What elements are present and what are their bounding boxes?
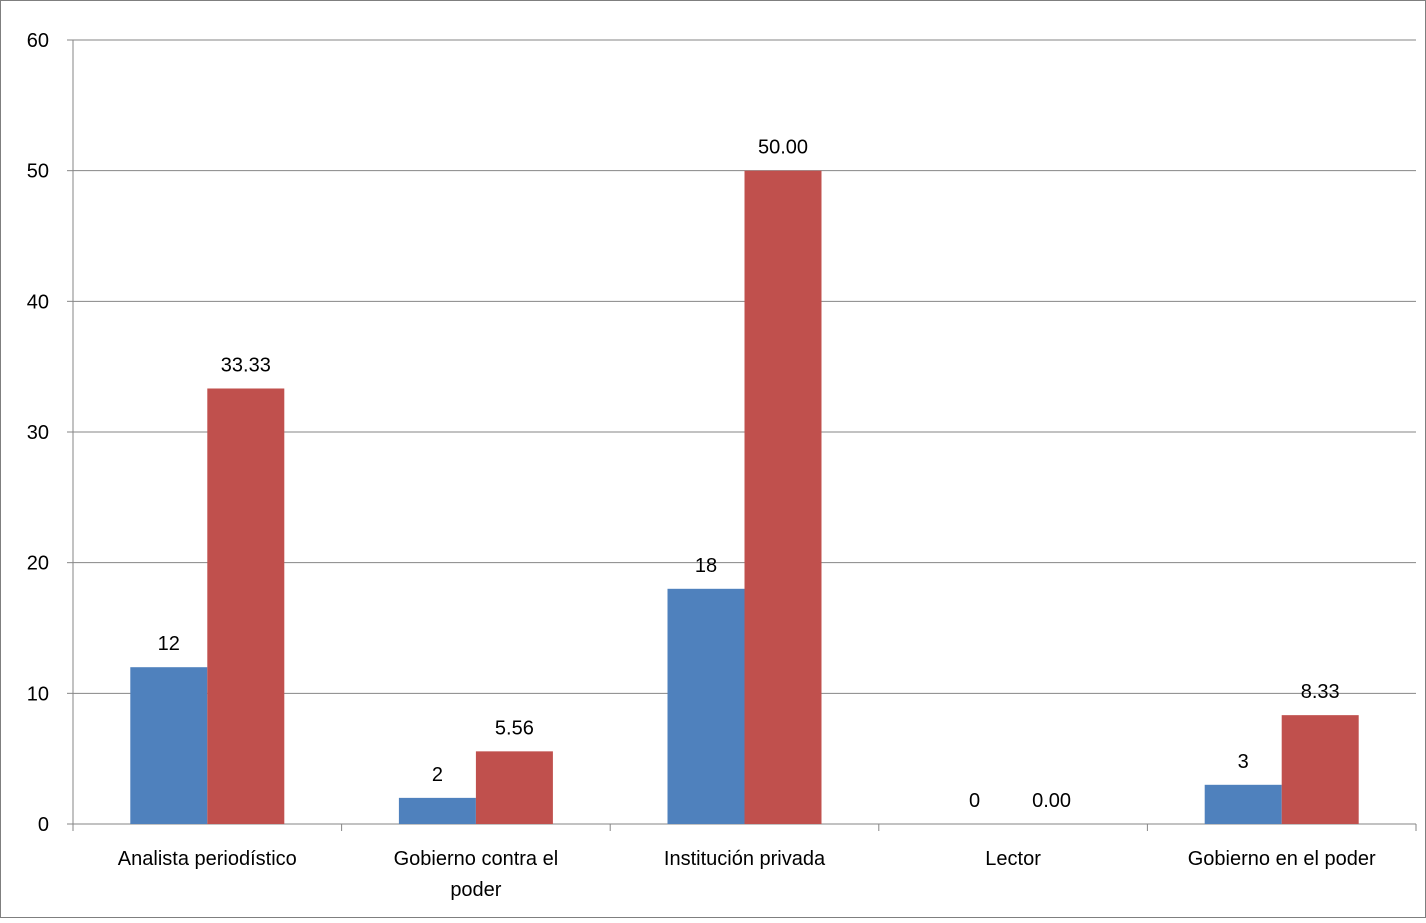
- data-label: 8.33: [1301, 681, 1340, 703]
- y-tick-label: 20: [27, 553, 49, 575]
- y-tick-label: 30: [27, 422, 49, 444]
- x-tick-label-line: Gobierno en el poder: [1188, 848, 1376, 870]
- data-label: 0.00: [1032, 790, 1071, 812]
- x-tick-label: Institución privada: [664, 848, 826, 870]
- data-label: 12: [158, 633, 180, 655]
- data-label: 5.56: [495, 717, 534, 739]
- data-label: 2: [432, 764, 443, 786]
- data-label: 3: [1238, 751, 1249, 773]
- data-label: 18: [695, 555, 717, 577]
- y-tick-label: 40: [27, 291, 49, 313]
- bar: [744, 170, 822, 824]
- x-tick-label-line: Analista periodístico: [118, 848, 297, 870]
- bar: [207, 388, 285, 824]
- data-label: 0: [969, 790, 980, 812]
- x-tick-label: Gobierno en el poder: [1188, 848, 1376, 870]
- data-label: 50.00: [758, 137, 808, 159]
- x-tick-label: Gobierno contra el poder: [394, 848, 559, 901]
- x-tick-label: Analista periodístico: [118, 848, 297, 870]
- data-label: 33.33: [221, 354, 271, 376]
- bars: [130, 170, 1359, 824]
- x-tick-label-line: Lector: [985, 848, 1041, 870]
- data-labels: 12 33.33 2 5.56 18 50.00 0 0.00 3 8.33: [158, 137, 1340, 812]
- bar: [475, 751, 553, 824]
- x-tick-label-line: Gobierno contra el: [394, 848, 559, 870]
- bar: [1281, 715, 1359, 824]
- x-tick-label: Lector: [985, 848, 1041, 870]
- bar: [398, 797, 476, 824]
- x-tick-label-line: Institución privada: [664, 848, 826, 870]
- y-tick-label: 50: [27, 161, 49, 183]
- bar: [130, 667, 208, 824]
- y-tick-label: 10: [27, 683, 49, 705]
- y-tick-label: 0: [38, 814, 49, 836]
- bar: [667, 588, 745, 824]
- x-tick-label-line: poder: [450, 879, 501, 901]
- bar: [1204, 784, 1282, 824]
- y-tick-label: 60: [27, 30, 49, 52]
